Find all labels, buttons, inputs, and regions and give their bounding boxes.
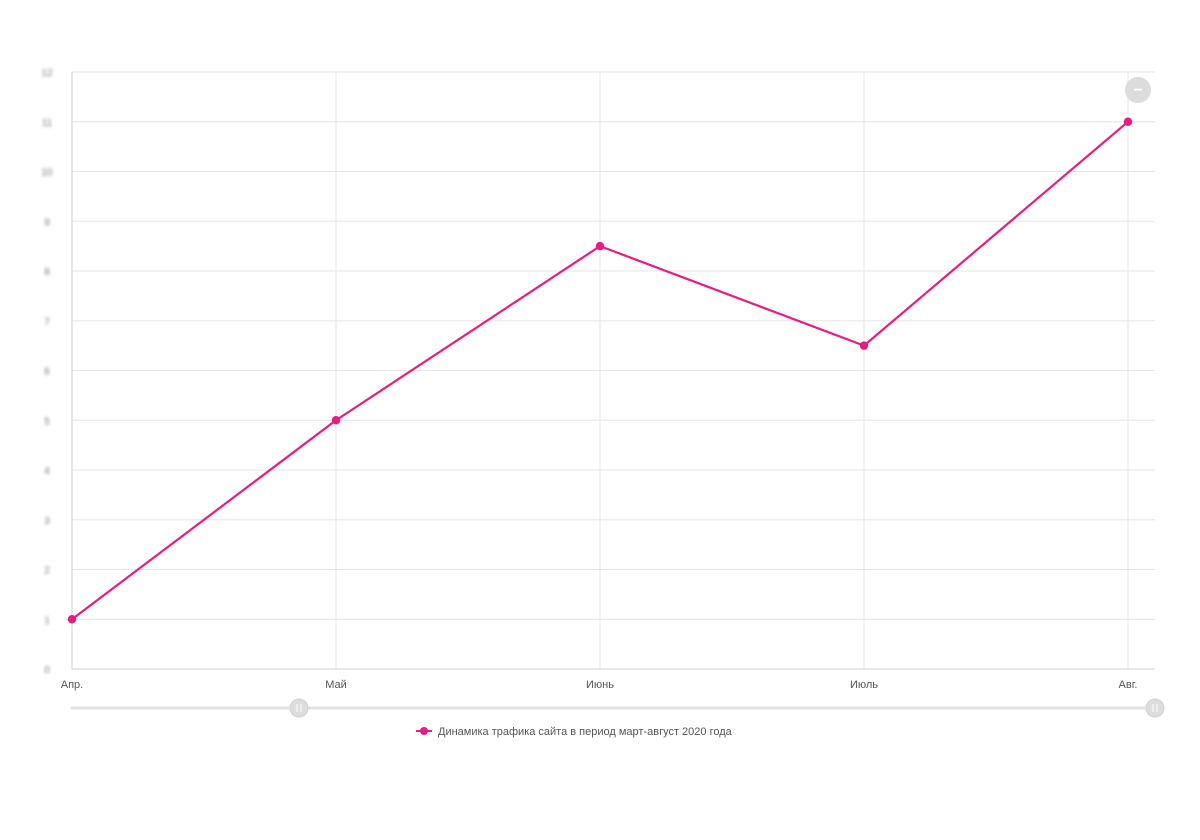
- y-tick-label: 8: [44, 267, 50, 278]
- zoom-out-button[interactable]: −: [1125, 77, 1151, 103]
- legend-marker-icon: [420, 727, 428, 735]
- y-tick-label: 6: [44, 367, 50, 378]
- x-tick-label: Май: [325, 679, 347, 691]
- y-tick-label: 7: [44, 317, 50, 328]
- x-tick-label: Авг.: [1119, 679, 1138, 691]
- y-tick-label: 3: [44, 516, 50, 527]
- y-tick-label: 2: [44, 566, 50, 577]
- zoom-out-label: −: [1133, 82, 1142, 99]
- x-tick-label: Апр.: [61, 679, 83, 691]
- y-tick-label: 4: [44, 466, 50, 477]
- legend-label: Динамика трафика сайта в период март-авг…: [438, 726, 733, 738]
- y-tick-label: 9: [44, 217, 50, 228]
- y-tick-label: 1: [44, 615, 50, 626]
- range-slider[interactable]: [70, 698, 1165, 718]
- range-slider-handle-left[interactable]: [289, 698, 309, 718]
- grid: [71, 71, 1155, 670]
- y-tick-label: 10: [41, 168, 53, 179]
- series-traffic: [67, 117, 1133, 624]
- legend-item-traffic[interactable]: Динамика трафика сайта в период март-авг…: [416, 726, 733, 738]
- slider-handle-icon: [1145, 698, 1165, 718]
- data-point[interactable]: [595, 241, 605, 251]
- y-tick-label: 12: [41, 68, 53, 79]
- y-tick-label: 5: [44, 416, 50, 427]
- data-point[interactable]: [1123, 117, 1133, 126]
- slider-handle-icon: [289, 698, 309, 718]
- x-tick-label: Июль: [850, 679, 878, 691]
- data-point[interactable]: [331, 416, 341, 425]
- x-tick-label: Июнь: [586, 679, 614, 691]
- zoom-out-icon: [1125, 77, 1151, 103]
- y-tick-label: 0: [44, 665, 50, 676]
- range-slider-handle-right[interactable]: [1145, 698, 1165, 718]
- data-point[interactable]: [859, 341, 869, 350]
- y-tick-label: 11: [42, 118, 53, 129]
- data-point[interactable]: [67, 615, 77, 624]
- x-axis: Апр. Май Июнь Июль Авг.: [61, 668, 1155, 691]
